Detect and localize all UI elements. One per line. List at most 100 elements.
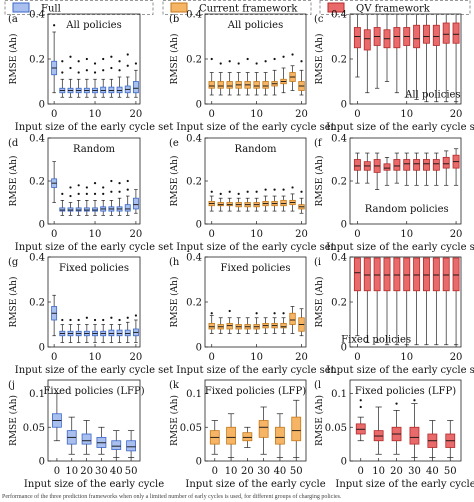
outlier-point [255, 312, 258, 315]
y-tick-label: 0 [341, 457, 347, 468]
box [413, 159, 421, 171]
x-tick-label: 40 [110, 466, 123, 477]
box [111, 440, 122, 450]
box [116, 329, 123, 337]
outlier-point [237, 192, 240, 195]
y-tick-label: 0.2 [186, 55, 202, 66]
box [432, 159, 440, 171]
legend-swatch [327, 2, 345, 13]
panel-d: 0 0.2 0.4 0 10 20 (d RMSE (Ah) Input size of the… [8, 134, 173, 254]
outlier-point [77, 60, 80, 63]
y-tick-label: 0 [39, 343, 45, 354]
box [423, 257, 430, 292]
y-tick-label: 0.2 [186, 298, 202, 309]
outlier-point [126, 188, 129, 191]
outlier-point [118, 190, 121, 193]
y-tick-label: 0.05 [180, 423, 202, 434]
outlier-point [237, 62, 240, 65]
outlier-point [118, 318, 121, 322]
panel-letter: (e [169, 138, 179, 149]
box [353, 257, 361, 292]
box [280, 322, 287, 329]
box [275, 426, 285, 445]
box [226, 81, 233, 89]
legend: Full Current framework QV framework [4, 0, 471, 15]
outlier-point [210, 57, 213, 61]
legend-swatch [12, 2, 30, 13]
panel-title: Fixed policies [221, 263, 291, 274]
x-tick-label: 10 [89, 352, 102, 363]
box [363, 257, 371, 292]
legend-frame [319, 0, 471, 15]
outlier-point [93, 318, 97, 322]
outlier-point [300, 60, 303, 63]
outlier-point [118, 69, 121, 72]
panel-annotation: Random policies [365, 204, 449, 215]
outlier-point [93, 71, 97, 74]
y-tick-label: 0.2 [331, 177, 347, 188]
y-tick-label: 0.2 [331, 55, 347, 66]
outlier-point [93, 62, 97, 65]
outlier-point [395, 402, 398, 405]
box [116, 86, 123, 94]
box [83, 207, 90, 212]
outlier-point [110, 55, 113, 58]
outlier-point [110, 179, 113, 183]
outlier-point [210, 312, 213, 315]
outlier-point [126, 179, 129, 183]
panel-letter: (l [314, 380, 321, 391]
outlier-point [134, 314, 138, 317]
box [132, 197, 139, 210]
outlier-point [291, 186, 294, 189]
box [442, 156, 450, 169]
box [132, 81, 139, 94]
panel-k: 0 0.05 0.1 0 10 20 30 40 50 (k RMSE (Ah) Input size… [169, 379, 326, 490]
x-tick-label: 10 [400, 352, 413, 363]
x-tick-label: 10 [250, 352, 263, 363]
y-axis-label: RMSE (Ah) [169, 277, 180, 328]
box [124, 204, 131, 212]
panel-letter: (b [169, 14, 179, 25]
outlier-point [126, 64, 129, 67]
outlier-point [85, 186, 88, 189]
outlier-point [282, 312, 285, 315]
box [100, 86, 107, 94]
x-tick-label: 0 [209, 229, 215, 240]
outlier-point [291, 53, 294, 56]
box [108, 329, 115, 337]
outlier-point [282, 55, 285, 58]
x-axis-label: Input size of the early cycle set [176, 365, 334, 376]
panel-letter: (g [8, 257, 19, 268]
box [92, 207, 98, 212]
outlier-point [102, 69, 105, 72]
outlier-point [53, 24, 56, 27]
box [432, 24, 440, 46]
outlier-point [61, 60, 64, 63]
panel-title: All policies [227, 20, 283, 31]
x-tick-label: 0 [54, 466, 60, 477]
y-axis-label: RMSE (Ah) [169, 156, 180, 207]
x-axis-label: Input size of the early cycle set [326, 242, 474, 253]
box [373, 257, 381, 292]
outlier-point [413, 399, 416, 402]
x-axis-label: Input size of the early cycle [185, 479, 325, 490]
box [442, 22, 450, 44]
outlier-point [85, 192, 88, 195]
outlier-point [102, 192, 105, 195]
box [217, 81, 224, 89]
x-axis-label: Input size of the early cycle set [326, 365, 474, 376]
panel-title: Random [73, 144, 116, 155]
y-tick-label: 0 [341, 220, 347, 231]
outlier-point [110, 66, 113, 70]
box [423, 24, 430, 44]
box [409, 426, 420, 445]
figure-caption: Performance of the three prediction fram… [2, 494, 342, 500]
y-tick-label: 0 [196, 100, 202, 111]
outlier-point [69, 66, 72, 70]
y-tick-label: 0 [196, 343, 202, 354]
box [403, 257, 411, 292]
y-tick-label: 0.1 [186, 389, 202, 400]
box [393, 27, 401, 49]
x-tick-label: 10 [65, 466, 78, 477]
